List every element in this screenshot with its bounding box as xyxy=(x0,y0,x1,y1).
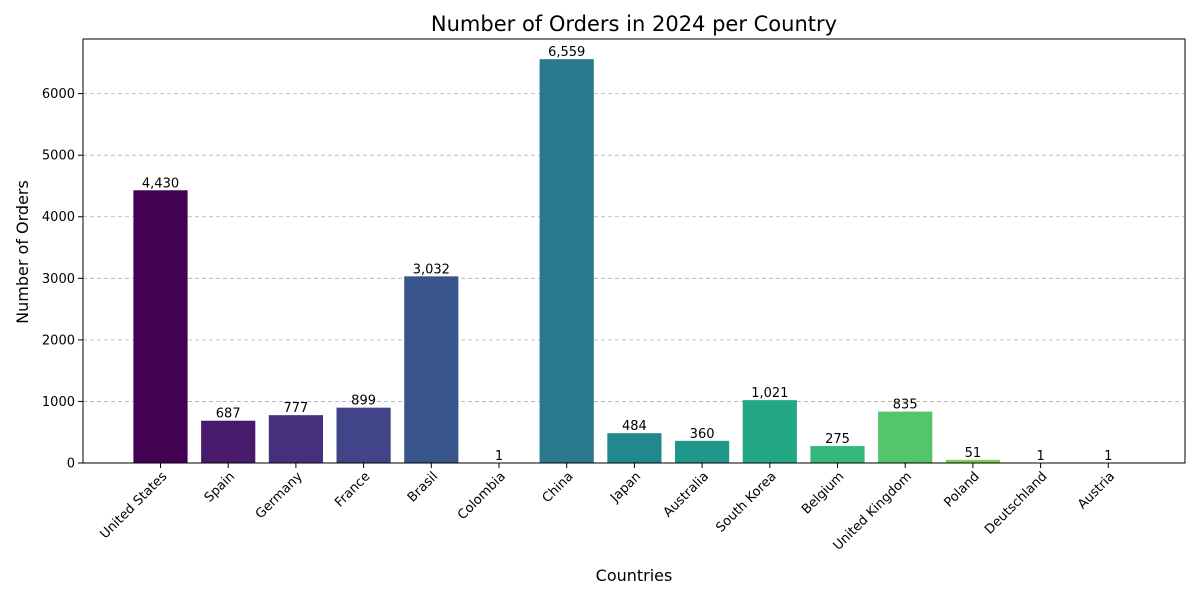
bar-france xyxy=(336,407,391,463)
x-tick-label: China xyxy=(540,469,577,506)
bar-japan xyxy=(607,433,662,463)
data-label: 1,021 xyxy=(751,386,788,401)
data-label: 484 xyxy=(622,419,647,434)
data-label: 687 xyxy=(216,407,241,422)
x-axis-ticks: United States Spain Germany France Brasil Col… xyxy=(97,463,1118,554)
data-label: 360 xyxy=(690,427,715,442)
bar-australia xyxy=(675,440,730,463)
x-tick-label: Poland xyxy=(941,469,982,510)
y-tick-label: 3000 xyxy=(42,272,75,287)
bar-belgium xyxy=(810,446,865,463)
data-labels: 4,430 687 777 899 3,032 1 6,559 484 360 1,021 275 8… xyxy=(142,45,1113,464)
data-label: 3,032 xyxy=(413,262,450,277)
axes xyxy=(82,38,1186,464)
bar-united-kingdom xyxy=(878,411,933,463)
y-axis-label: Number of Orders xyxy=(13,180,32,324)
bar-china xyxy=(539,59,594,463)
x-tick-label: South Korea xyxy=(713,469,779,535)
x-tick-label: Australia xyxy=(661,469,712,520)
data-label: 4,430 xyxy=(142,176,179,191)
plot-frame xyxy=(82,38,1186,464)
data-label: 51 xyxy=(965,446,982,461)
y-tick-label: 0 xyxy=(67,457,75,472)
x-tick-label: Belgium xyxy=(799,469,847,517)
x-tick-label: Deutschland xyxy=(982,469,1050,537)
y-tick-label: 2000 xyxy=(42,333,75,348)
y-axis-ticks: 0 1000 2000 3000 4000 5000 6000 xyxy=(42,87,83,472)
y-tick-label: 6000 xyxy=(42,87,75,102)
data-label: 1 xyxy=(1036,449,1044,464)
bar-south-korea xyxy=(742,400,797,463)
data-label: 1 xyxy=(1104,449,1112,464)
x-tick-label: Japan xyxy=(607,469,644,506)
y-tick-label: 5000 xyxy=(42,149,75,164)
x-tick-label: France xyxy=(332,469,373,510)
bar-brasil xyxy=(404,276,459,463)
data-label: 835 xyxy=(893,398,918,413)
x-axis-label: Countries xyxy=(596,566,673,585)
bar-spain xyxy=(201,420,256,463)
bars xyxy=(133,59,1136,463)
bar-united-states xyxy=(133,190,188,463)
gridlines xyxy=(83,93,1185,402)
x-tick-label: Brasil xyxy=(405,469,441,505)
data-label: 275 xyxy=(825,432,850,447)
x-tick-label: Spain xyxy=(202,469,238,505)
data-label: 6,559 xyxy=(548,45,585,60)
bar-poland xyxy=(945,459,1000,463)
x-tick-label: Germany xyxy=(253,469,306,522)
data-label: 777 xyxy=(283,401,308,416)
x-tick-label: Colombia xyxy=(455,469,509,523)
data-label: 1 xyxy=(495,449,503,464)
x-tick-label: United States xyxy=(97,469,170,542)
bar-germany xyxy=(268,415,323,463)
y-tick-label: 1000 xyxy=(42,395,75,410)
chart-title: Number of Orders in 2024 per Country xyxy=(431,12,837,36)
x-tick-label: Austria xyxy=(1075,469,1118,512)
data-label: 899 xyxy=(351,394,376,409)
y-tick-label: 4000 xyxy=(42,210,75,225)
